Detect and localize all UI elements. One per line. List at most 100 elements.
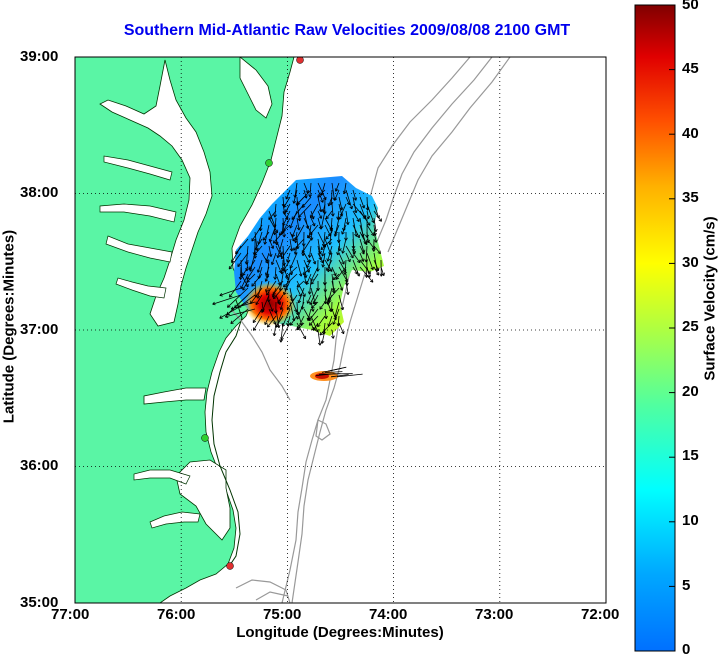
velocity-arrow — [296, 203, 301, 222]
velocity-arrow-head — [347, 221, 350, 225]
velocity-arrow-head — [268, 218, 272, 220]
velocity-arrow — [324, 238, 332, 255]
velocity-arrow-head — [314, 261, 317, 265]
velocity-arrow — [310, 287, 317, 305]
velocity-arrow-head — [307, 291, 310, 295]
velocity-arrow — [329, 224, 333, 245]
velocity-arrow-head — [320, 200, 324, 203]
velocity-arrow-head — [309, 291, 312, 295]
velocity-arrow — [289, 231, 295, 242]
velocity-arrow-head — [280, 307, 284, 310]
velocity-arrow-head — [333, 233, 336, 237]
velocity-arrow — [373, 259, 379, 271]
colorbar-tick-label: 5 — [682, 577, 691, 594]
velocity-arrow-head — [341, 207, 344, 211]
velocity-arrow — [296, 217, 300, 231]
velocity-arrow — [237, 252, 249, 267]
velocity-arrow — [291, 203, 305, 220]
velocity-arrow-head — [270, 246, 274, 249]
velocity-arrow-head — [319, 332, 321, 336]
tributary — [115, 277, 167, 299]
velocity-arrow — [328, 196, 333, 207]
tributary — [99, 203, 177, 223]
velocity-arrow-head — [293, 247, 295, 251]
velocity-arrow — [342, 238, 347, 254]
velocity-arrow — [289, 210, 298, 229]
velocity-arrow-head — [282, 234, 285, 238]
velocity-arrow-head — [306, 282, 310, 285]
velocity-arrow — [338, 280, 343, 291]
velocity-arrow — [327, 366, 347, 372]
velocity-arrow — [345, 273, 348, 286]
velocity-arrow-head — [356, 235, 360, 239]
velocity-arrow-head — [321, 253, 323, 257]
velocity-arrow — [253, 245, 263, 256]
velocity-arrow — [254, 231, 258, 251]
velocity-arrow-head — [278, 270, 282, 274]
velocity-arrow-head — [301, 252, 304, 256]
velocity-arrow-head — [268, 299, 271, 303]
velocity-arrow-head — [372, 266, 374, 270]
velocity-arrow — [359, 245, 365, 255]
velocity-arrow-head — [290, 323, 294, 326]
velocity-arrow-head — [334, 198, 338, 201]
velocity-arrow — [322, 252, 326, 268]
velocity-arrow-head — [308, 194, 311, 198]
velocity-arrow-head — [225, 316, 229, 319]
colorbar-tick-label: 20 — [682, 383, 699, 400]
velocity-arrow — [309, 287, 319, 305]
velocity-arrow-head — [336, 239, 340, 243]
velocity-arrow — [242, 266, 249, 276]
velocity-arrow — [301, 294, 305, 310]
grid-lines — [75, 57, 606, 603]
velocity-arrow-head — [274, 276, 278, 280]
velocity-arrow — [335, 182, 340, 192]
velocity-arrow — [283, 196, 291, 208]
colorbar-tick-label: 15 — [682, 447, 699, 464]
velocity-arrow-head — [305, 190, 309, 194]
velocity-arrow — [328, 315, 333, 327]
velocity-arrow-head — [227, 304, 229, 308]
velocity-arrow — [338, 203, 347, 220]
velocity-arrow — [273, 287, 284, 299]
velocity-arrow — [286, 252, 291, 263]
velocity-arrow — [343, 182, 347, 194]
velocity-arrow — [317, 196, 322, 212]
velocity-arrow-head — [253, 321, 257, 324]
velocity-arrow — [285, 266, 298, 278]
velocity-arrow — [373, 245, 381, 254]
tributary — [149, 511, 201, 529]
velocity-arrow — [240, 259, 243, 277]
velocity-arrow-head — [257, 295, 261, 299]
velocity-arrow-head — [265, 261, 268, 264]
velocity-arrow-head — [319, 307, 323, 310]
velocity-arrow — [380, 266, 385, 276]
velocity-arrow — [219, 287, 242, 296]
velocity-arrow-head — [366, 240, 369, 243]
velocity-arrow-head — [274, 214, 277, 218]
velocity-arrow-head — [305, 274, 308, 278]
velocity-arrow-head — [307, 301, 311, 304]
velocity-arrow — [277, 294, 284, 304]
velocity-arrow-head — [303, 243, 306, 247]
velocity-arrow-head — [301, 243, 305, 247]
velocity-arrow — [373, 266, 379, 276]
velocity-arrow-head — [277, 255, 281, 259]
velocity-arrow-head — [311, 216, 314, 220]
velocity-arrow — [268, 301, 274, 312]
velocity-arrow-head — [332, 276, 335, 280]
velocity-arrow-head — [355, 197, 358, 201]
velocity-arrow-head — [335, 231, 338, 235]
velocity-arrow — [317, 231, 326, 248]
velocity-arrow — [310, 210, 314, 220]
velocity-arrow — [366, 210, 370, 219]
velocity-arrow-head — [230, 320, 233, 324]
velocity-arrow — [265, 252, 270, 262]
colorbar-tick-label: 0 — [682, 641, 691, 658]
velocity-arrow — [338, 266, 348, 282]
velocity-arrow-head — [342, 251, 345, 254]
velocity-arrow-head — [273, 310, 277, 314]
velocity-arrow — [335, 266, 347, 280]
velocity-arrow-head — [299, 218, 302, 222]
velocity-arrow-head — [272, 322, 276, 325]
